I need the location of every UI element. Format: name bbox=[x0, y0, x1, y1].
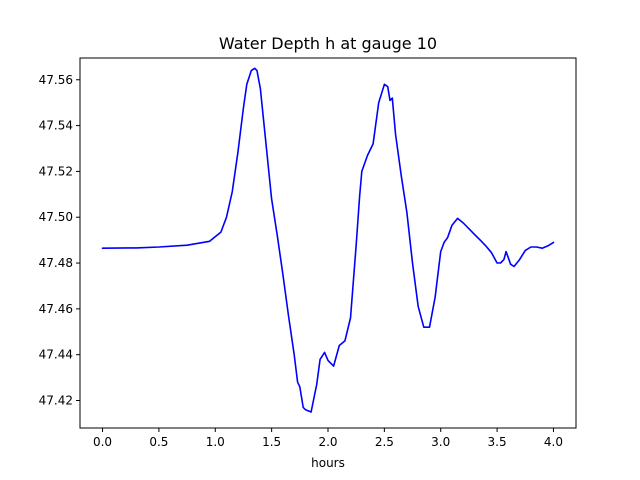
plot-background bbox=[80, 58, 576, 428]
series-line bbox=[101, 67, 555, 413]
x-tick-label: 0.0 bbox=[93, 435, 112, 449]
y-tick-label: 47.48 bbox=[39, 256, 73, 270]
x-tick-label: 3.5 bbox=[488, 435, 507, 449]
x-tick-label: 1.0 bbox=[206, 435, 225, 449]
y-ticks: 47.42 47.44 47.46 47.48 47.50 47.52 47.54 47.56 bbox=[39, 73, 80, 408]
y-tick-label: 47.56 bbox=[39, 73, 73, 87]
plot-frame bbox=[79, 57, 577, 429]
x-tick-label: 2.0 bbox=[318, 435, 337, 449]
x-tick-label: 3.0 bbox=[431, 435, 450, 449]
x-tick-label: 2.5 bbox=[375, 435, 394, 449]
x-ticks: 0.0 0.5 1.0 1.5 2.0 2.5 3.0 3.5 4.0 bbox=[93, 428, 563, 449]
y-tick-label: 47.50 bbox=[39, 210, 73, 224]
x-tick-label: 0.5 bbox=[149, 435, 168, 449]
plot-layer bbox=[101, 67, 555, 413]
y-tick-label: 47.44 bbox=[39, 348, 73, 362]
x-tick-label: 4.0 bbox=[544, 435, 563, 449]
y-tick-label: 47.46 bbox=[39, 302, 73, 316]
chart-title: Water Depth h at gauge 10 bbox=[219, 34, 437, 53]
x-tick-label: 1.5 bbox=[262, 435, 281, 449]
y-tick-label: 47.54 bbox=[39, 119, 73, 133]
y-tick-label: 47.42 bbox=[39, 394, 73, 408]
x-axis-label: hours bbox=[311, 456, 345, 470]
y-tick-label: 47.52 bbox=[39, 164, 73, 178]
